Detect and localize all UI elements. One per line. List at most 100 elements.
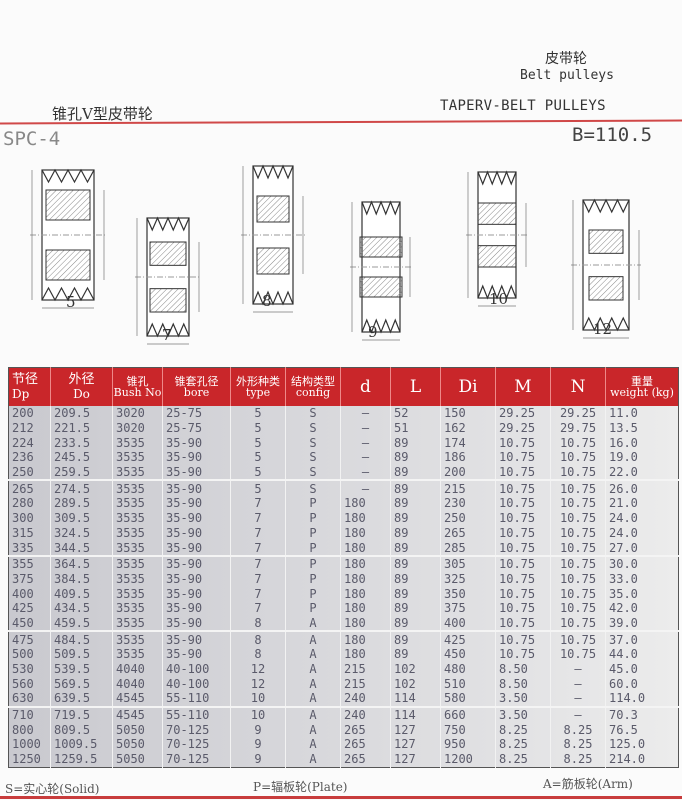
table-cell: 224 [12, 435, 34, 450]
table-cell: 500 [12, 647, 34, 662]
figure-label: 10 [489, 290, 509, 308]
column-header-cn: 锥孔 [126, 375, 149, 388]
table-cell: 10.75 [550, 510, 606, 526]
table-cell: 186 [440, 450, 496, 465]
table-cell: 10 [230, 705, 286, 723]
table-cell: 10.75 [495, 600, 551, 616]
table-cell: 127 [390, 751, 441, 767]
table-cell: 8.25 [550, 737, 606, 752]
table-cell: 324.5 [50, 525, 113, 541]
table-cell: 5 [230, 479, 286, 497]
table-cell: 3535 [112, 525, 163, 541]
table-cell: 309.5 [50, 510, 113, 526]
table-cell: 22.0 [605, 464, 679, 481]
column-header-cn: 外径 [68, 372, 95, 387]
table-cell: 10.75 [495, 510, 551, 526]
table-header-row: 节径 Dp 外径 Do 锥孔 Bush No 锥套孔径 bore 外形种类 type 结构类型 con… [8, 367, 679, 406]
table-cell: 35-90 [162, 554, 231, 572]
table-cell: 5050 [112, 751, 163, 767]
table-cell: 1250 [12, 752, 41, 767]
table-cell: 10.75 [495, 540, 551, 556]
table-cell: 35-90 [162, 540, 231, 556]
table-cell: 70-125 [162, 751, 231, 767]
table-cell: A [285, 751, 341, 767]
table-cell: 16.0 [605, 435, 679, 451]
table-cell: A [285, 737, 341, 752]
table-cell: 10.75 [495, 479, 551, 497]
table-cell: 400 [440, 615, 496, 632]
table-cell: 4545 [112, 691, 163, 707]
table-cell: 10.75 [495, 571, 551, 587]
table-row: 425 434.5 3535 35-90 7 P 180 89 375 10.75 10.75 42.… [9, 600, 679, 616]
column-header-en: Do [73, 387, 90, 401]
table-cell: P [285, 571, 341, 587]
table-cell: 7 [230, 510, 286, 526]
table-cell: 4040 [112, 676, 163, 692]
table-cell: 3535 [112, 600, 163, 616]
table-cell: 3020 [112, 420, 163, 436]
table-cell: 539.5 [50, 661, 113, 677]
table-cell: 265 [8, 479, 51, 497]
table-cell: 10.75 [495, 525, 551, 541]
table-cell: 3535 [112, 450, 163, 465]
table-row: 560 569.5 4040 40-100 12 A 215 102 510 8.50–60.0 [9, 676, 679, 692]
footer-divider [0, 796, 682, 799]
groove-width-label: B=110.5 [572, 124, 653, 146]
table-cell: A [285, 630, 341, 647]
table-cell: 37.0 [605, 630, 679, 647]
table-cell: 114.0 [605, 691, 679, 707]
table-cell: 12 [230, 676, 286, 692]
table-cell: 10.75 [550, 479, 606, 497]
section-title-en: TAPERV-BELT PULLEYS [440, 98, 606, 114]
table-cell: 89 [390, 435, 441, 451]
column-header-cn: 外形种类 [236, 375, 280, 388]
table-cell: 180 [340, 540, 391, 556]
table-cell: 409.5 [50, 586, 113, 601]
table-cell: 4545 [112, 705, 163, 723]
table-cell: 8.25 [495, 722, 551, 738]
table-cell: 5 [230, 464, 286, 481]
table-row: 315 324.5 3535 35-90 7 P 180 89 265 10.75 10.75 24.… [9, 525, 679, 541]
table-cell: 459.5 [50, 615, 113, 632]
figure-label: 12 [593, 320, 613, 338]
table-cell: 35.0 [605, 586, 679, 601]
table-cell: 102 [390, 661, 441, 677]
table-cell: 250 [12, 465, 34, 480]
table-row: 236 245.5 3535 35-90 5 S –89 186 10.75 10.75 19.0 [9, 450, 679, 465]
table-cell: 5 [230, 450, 286, 465]
column-header-en: bore [183, 386, 210, 399]
table-cell: A [285, 705, 341, 723]
table-cell: 33.0 [605, 571, 679, 587]
table-row: 265 274.5 3535 35-90 5 S –89 215 10.75 10.75 26.0 [8, 479, 679, 497]
figure-label: 5 [66, 293, 76, 311]
table-cell: – [550, 661, 606, 677]
pulley-drawing [135, 216, 201, 345]
table-cell: 180 [340, 554, 391, 572]
table-cell: 40-100 [162, 661, 231, 677]
table-row: 400 409.5 3535 35-90 7 P 180 89 350 10.75 10.75 35.… [9, 586, 679, 601]
table-cell: 350 [440, 586, 496, 601]
table-cell: 3535 [112, 586, 163, 601]
table-cell: 214.0 [605, 751, 679, 767]
table-row: 212 221.5 3020 25-75 5 S –51 162 29.25 29.75 13.5 [9, 420, 679, 436]
table-cell: S [285, 420, 341, 436]
table-cell: 233.5 [50, 435, 113, 451]
table-cell: 425 [12, 601, 34, 616]
pulley-drawing [30, 168, 106, 309]
table-cell: 375 [12, 571, 34, 586]
table-cell: 51 [390, 420, 441, 436]
table-cell: 52 [390, 406, 441, 421]
table-cell: 29.25 [495, 420, 551, 436]
table-cell: 300 [12, 511, 34, 526]
table-cell: 3535 [112, 464, 163, 481]
table-cell: 509.5 [50, 647, 113, 662]
table-cell: 4040 [112, 661, 163, 677]
table-cell: 280 [12, 496, 34, 511]
table-cell: 5 [230, 435, 286, 451]
table-cell: 3535 [112, 540, 163, 556]
table-row: 475 484.5 3535 35-90 8 A 180 89 425 10.75 10.75 37.… [8, 630, 679, 647]
legend-solid: S=实心轮(Solid) [5, 782, 100, 796]
table-row: 630 639.5 4545 55-110 10 A 240 114 580 3.50–114.0 [9, 691, 679, 707]
table-cell: 162 [440, 420, 496, 436]
table-cell: 1259.5 [50, 751, 113, 767]
